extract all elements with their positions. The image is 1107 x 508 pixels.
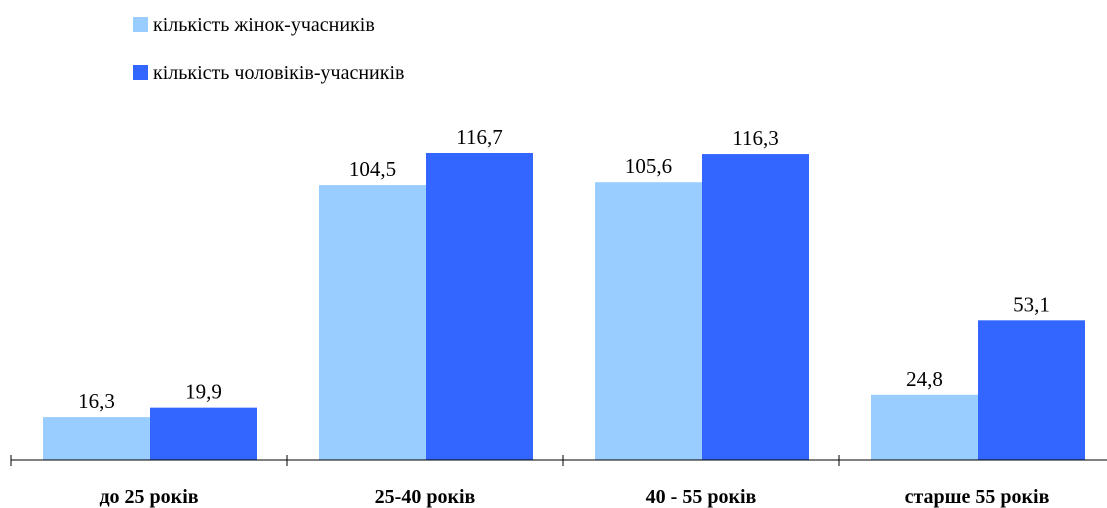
bar-women-1 xyxy=(319,185,426,461)
x-axis xyxy=(10,455,1107,466)
value-label-women-2: 105,6 xyxy=(625,154,672,178)
legend-swatch-women xyxy=(133,17,148,32)
value-label-women-0: 16,3 xyxy=(78,389,115,413)
category-label-2: 40 - 55 років xyxy=(646,486,757,508)
legend-swatch-men xyxy=(133,65,148,80)
category-label-0: до 25 років xyxy=(99,486,198,508)
legend-item-women: кількість жінок-учасників xyxy=(133,14,375,36)
bar-men-2 xyxy=(702,154,809,460)
category-label-3: старше 55 років xyxy=(905,486,1050,508)
bar-men-0 xyxy=(150,407,257,460)
bar-women-3 xyxy=(871,394,978,460)
value-label-men-1: 116,7 xyxy=(456,125,502,149)
value-label-men-0: 19,9 xyxy=(185,380,222,404)
value-label-women-1: 104,5 xyxy=(349,157,396,181)
bar-men-1 xyxy=(426,153,533,460)
legend-item-men: кількість чоловіків-учасників xyxy=(133,62,404,84)
bar-women-0 xyxy=(43,417,150,460)
value-labels-group: 16,3 19,9 104,5 116,7 105,6 116,3 24,8 53,1 xyxy=(78,125,1050,413)
bar-women-2 xyxy=(595,182,702,461)
legend-label-women: кількість жінок-учасників xyxy=(153,14,375,36)
category-label-1: 25-40 років xyxy=(375,486,476,508)
bar-men-3 xyxy=(978,320,1085,460)
category-labels-group: до 25 років 25-40 років 40 - 55 років старш… xyxy=(99,486,1049,508)
legend-label-men: кількість чоловіків-учасників xyxy=(153,62,404,84)
bars-group xyxy=(43,153,1085,461)
value-label-women-3: 24,8 xyxy=(906,367,943,391)
value-label-men-2: 116,3 xyxy=(732,126,778,150)
legend: кількість жінок-учасників кількість чоло… xyxy=(133,14,404,84)
value-label-men-3: 53,1 xyxy=(1013,292,1050,316)
